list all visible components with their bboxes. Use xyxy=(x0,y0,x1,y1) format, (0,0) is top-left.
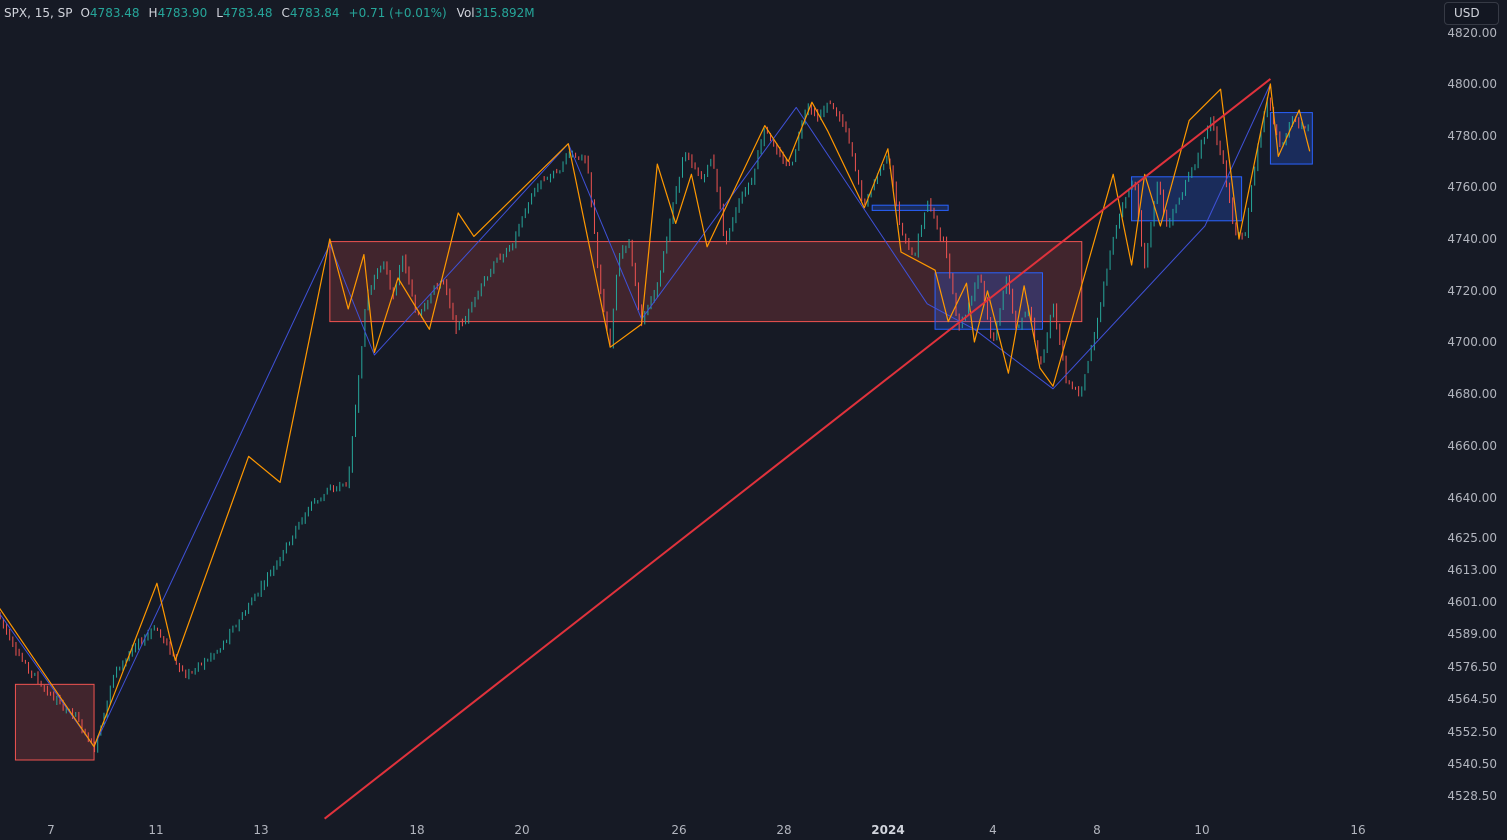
price-tick-label: 4700.00 xyxy=(1447,335,1497,349)
time-tick-label: 10 xyxy=(1194,823,1209,837)
price-tick-label: 4564.50 xyxy=(1447,692,1497,706)
zone-bullish[interactable] xyxy=(1269,112,1313,165)
low-key: L xyxy=(216,6,223,20)
ohlc-legend: SPX, 15, SP O 4783.48 H 4783.90 L 4783.48 C… xyxy=(4,5,544,21)
price-tick-label: 4680.00 xyxy=(1447,387,1497,401)
price-tick-label: 4576.50 xyxy=(1447,660,1497,674)
price-tick-label: 4528.50 xyxy=(1447,789,1497,803)
zone-bullish[interactable] xyxy=(1131,176,1243,222)
time-tick-label: 11 xyxy=(148,823,163,837)
time-tick-label: 2024 xyxy=(871,823,904,837)
price-tick-label: 4613.00 xyxy=(1447,563,1497,577)
trendline[interactable] xyxy=(323,78,1272,820)
price-tick-label: 4800.00 xyxy=(1447,77,1497,91)
zones-layer xyxy=(14,112,1313,761)
price-tick-label: 4760.00 xyxy=(1447,180,1497,194)
time-axis[interactable]: 7 11 13 18 20 26 28 2024 4 8 10 16 xyxy=(47,823,1365,837)
change-value: +0.71 (+0.01%) xyxy=(348,6,447,20)
zigzag-minor-layer xyxy=(0,83,1311,748)
time-tick-label: 4 xyxy=(989,823,997,837)
low-value: 4783.48 xyxy=(222,6,273,20)
time-tick-label: 28 xyxy=(776,823,791,837)
currency-button[interactable]: USD xyxy=(1444,2,1499,25)
price-tick-label: 4640.00 xyxy=(1447,491,1497,505)
high-value: 4783.90 xyxy=(157,6,208,20)
candles-layer xyxy=(0,97,1309,753)
price-tick-label: 4660.00 xyxy=(1447,439,1497,453)
trendline-layer xyxy=(323,78,1272,820)
time-tick-label: 7 xyxy=(47,823,55,837)
time-tick-label: 13 xyxy=(253,823,268,837)
time-tick-label: 18 xyxy=(409,823,424,837)
zone-bullish[interactable] xyxy=(871,204,949,211)
zone-bearish[interactable] xyxy=(14,683,95,761)
price-tick-label: 4625.00 xyxy=(1447,531,1497,545)
price-tick-label: 4720.00 xyxy=(1447,284,1497,298)
price-tick-label: 4780.00 xyxy=(1447,129,1497,143)
close-value: 4783.84 xyxy=(289,6,340,20)
price-axis[interactable]: 4820.00 4800.00 4780.00 4760.00 4740.00 4720.… xyxy=(1447,26,1497,803)
time-tick-label: 26 xyxy=(671,823,686,837)
time-tick-label: 16 xyxy=(1350,823,1365,837)
time-tick-label: 20 xyxy=(514,823,529,837)
price-tick-label: 4552.50 xyxy=(1447,725,1497,739)
open-value: 4783.48 xyxy=(89,6,140,20)
zone-bullish[interactable] xyxy=(934,272,1043,330)
zigzag-major-layer xyxy=(0,83,1271,748)
price-tick-label: 4601.00 xyxy=(1447,595,1497,609)
price-tick-label: 4589.00 xyxy=(1447,627,1497,641)
price-tick-label: 4820.00 xyxy=(1447,26,1497,40)
high-key: H xyxy=(148,6,158,20)
volume-key: Vol xyxy=(456,6,475,20)
volume-value: 315.892M xyxy=(474,6,535,20)
close-key: C xyxy=(281,6,290,20)
price-tick-label: 4740.00 xyxy=(1447,232,1497,246)
price-tick-label: 4540.50 xyxy=(1447,757,1497,771)
zigzag-minor-line[interactable] xyxy=(0,83,1311,748)
zigzag-major-line[interactable] xyxy=(0,83,1271,748)
symbol-label[interactable]: SPX, 15, SP xyxy=(4,6,73,20)
time-tick-label: 8 xyxy=(1093,823,1101,837)
open-key: O xyxy=(80,6,90,20)
